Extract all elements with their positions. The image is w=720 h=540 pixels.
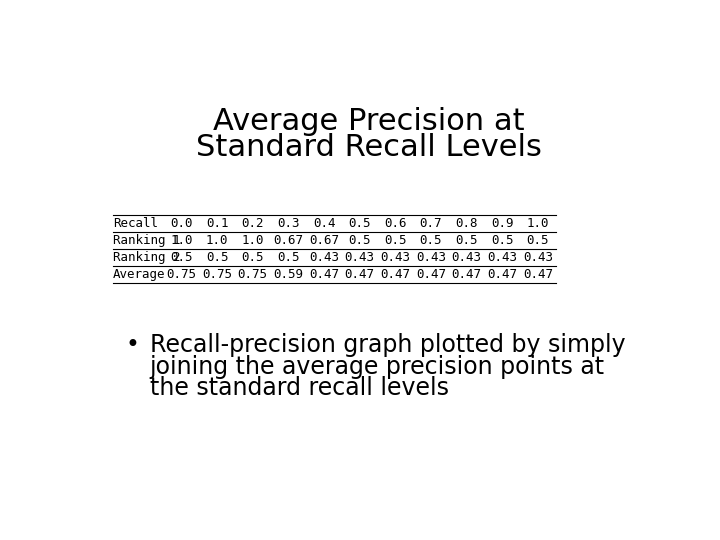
- Text: 0.47: 0.47: [451, 268, 482, 281]
- Text: Ranking 1: Ranking 1: [113, 234, 181, 247]
- Text: 0.5: 0.5: [348, 234, 371, 247]
- Text: 0.3: 0.3: [277, 217, 300, 230]
- Text: Recall: Recall: [113, 217, 158, 230]
- Text: 0.75: 0.75: [166, 268, 197, 281]
- Text: 0.5: 0.5: [277, 251, 300, 264]
- Text: Standard Recall Levels: Standard Recall Levels: [196, 132, 542, 161]
- Text: •: •: [126, 333, 140, 357]
- Text: 0.67: 0.67: [274, 234, 303, 247]
- Text: 0.43: 0.43: [345, 251, 374, 264]
- Text: Average Precision at: Average Precision at: [213, 107, 525, 136]
- Text: 0.47: 0.47: [380, 268, 410, 281]
- Text: Average: Average: [113, 268, 166, 281]
- Text: 0.8: 0.8: [456, 217, 478, 230]
- Text: 0.75: 0.75: [202, 268, 232, 281]
- Text: 0.5: 0.5: [348, 217, 371, 230]
- Text: 0.59: 0.59: [274, 268, 303, 281]
- Text: Ranking 2: Ranking 2: [113, 251, 181, 264]
- Text: 1.0: 1.0: [241, 234, 264, 247]
- Text: 0.43: 0.43: [380, 251, 410, 264]
- Text: 0.5: 0.5: [527, 234, 549, 247]
- Text: 0.5: 0.5: [170, 251, 193, 264]
- Text: 0.9: 0.9: [491, 217, 513, 230]
- Text: 0.47: 0.47: [416, 268, 446, 281]
- Text: 0.47: 0.47: [523, 268, 553, 281]
- Text: 0.47: 0.47: [345, 268, 374, 281]
- Text: 0.1: 0.1: [206, 217, 228, 230]
- Text: 0.7: 0.7: [420, 217, 442, 230]
- Text: Recall-precision graph plotted by simply: Recall-precision graph plotted by simply: [150, 333, 625, 357]
- Text: 0.2: 0.2: [241, 217, 264, 230]
- Text: 0.5: 0.5: [491, 234, 513, 247]
- Text: 0.5: 0.5: [420, 234, 442, 247]
- Text: 1.0: 1.0: [206, 234, 228, 247]
- Text: 0.43: 0.43: [309, 251, 339, 264]
- Text: 0.43: 0.43: [523, 251, 553, 264]
- Text: 0.5: 0.5: [241, 251, 264, 264]
- Text: 0.47: 0.47: [487, 268, 517, 281]
- Text: 1.0: 1.0: [527, 217, 549, 230]
- Text: the standard recall levels: the standard recall levels: [150, 376, 449, 400]
- Text: 0.75: 0.75: [238, 268, 268, 281]
- Text: 0.5: 0.5: [456, 234, 478, 247]
- Text: 0.43: 0.43: [416, 251, 446, 264]
- Text: 0.0: 0.0: [170, 217, 193, 230]
- Text: 1.0: 1.0: [170, 234, 193, 247]
- Text: 0.43: 0.43: [487, 251, 517, 264]
- Text: 0.6: 0.6: [384, 217, 407, 230]
- Text: 0.47: 0.47: [309, 268, 339, 281]
- Text: 0.5: 0.5: [384, 234, 407, 247]
- Text: joining the average precision points at: joining the average precision points at: [150, 355, 605, 379]
- Text: 0.5: 0.5: [206, 251, 228, 264]
- Text: 0.4: 0.4: [312, 217, 336, 230]
- Text: 0.67: 0.67: [309, 234, 339, 247]
- Text: 0.43: 0.43: [451, 251, 482, 264]
